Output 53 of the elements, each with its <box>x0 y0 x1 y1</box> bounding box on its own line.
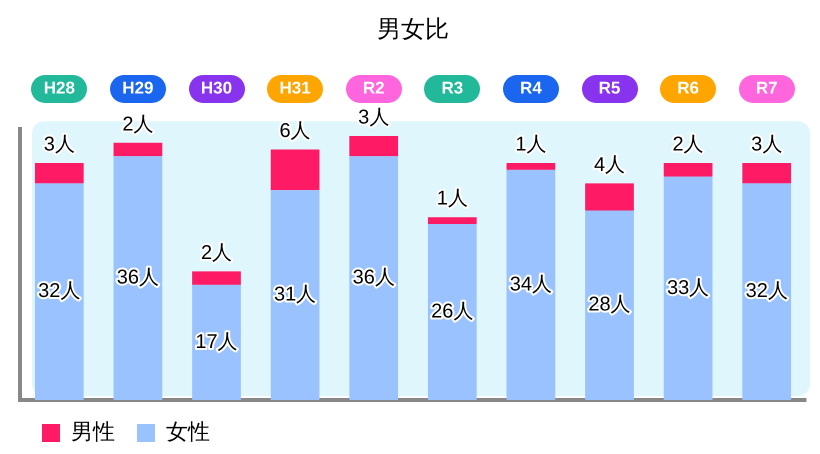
bar <box>270 190 320 400</box>
chart-title: 男女比 <box>377 16 449 44</box>
bar <box>270 150 320 190</box>
data-label: 4人 <box>594 154 626 176</box>
legend-label: 男性 <box>71 419 115 444</box>
data-label: 32人 <box>38 280 80 302</box>
bar <box>34 163 84 184</box>
bar <box>742 183 792 400</box>
x-tick-label: R2 <box>362 78 385 98</box>
bar <box>742 163 792 184</box>
x-tick-label: R7 <box>756 78 778 98</box>
data-label: 2人 <box>672 134 704 156</box>
bar <box>349 136 398 156</box>
bar <box>428 224 477 400</box>
bar <box>192 284 241 400</box>
x-tick-label: R3 <box>441 78 464 98</box>
data-label: 26人 <box>431 300 474 323</box>
x-tick-label: H31 <box>280 78 311 98</box>
data-label: 31人 <box>274 284 316 306</box>
data-label: 2人 <box>200 242 232 264</box>
data-label: 2人 <box>122 113 154 136</box>
bar <box>585 183 634 210</box>
bar <box>34 183 84 400</box>
data-label: 1人 <box>436 188 468 210</box>
bar <box>506 163 556 170</box>
bar <box>192 271 241 285</box>
data-label: 33人 <box>666 276 710 299</box>
bar <box>114 142 162 156</box>
legend-label: 女性 <box>166 419 210 444</box>
bar <box>664 176 712 400</box>
bar <box>349 156 398 400</box>
x-tick-label: H28 <box>44 78 75 98</box>
data-label: 3人 <box>44 134 75 156</box>
data-label: 3人 <box>358 106 390 128</box>
x-tick-label: R4 <box>520 78 542 98</box>
x-tick-label: R5 <box>598 78 620 98</box>
data-label: 34人 <box>510 273 552 296</box>
data-label: 36人 <box>352 266 395 289</box>
data-label: 1人 <box>515 134 546 156</box>
data-label: 6人 <box>280 120 311 142</box>
x-tick-label: H30 <box>200 78 232 98</box>
data-label: 28人 <box>588 294 631 316</box>
data-label: 36人 <box>116 266 160 289</box>
bar <box>664 163 712 177</box>
bar <box>585 210 634 400</box>
bar <box>506 170 556 400</box>
x-tick-label: R6 <box>677 78 699 98</box>
data-label: 3人 <box>751 134 782 156</box>
data-label: 32人 <box>746 280 788 302</box>
bar <box>428 217 477 224</box>
x-tick-label: H29 <box>122 78 154 98</box>
data-label: 17人 <box>195 330 238 353</box>
bar <box>114 156 162 400</box>
